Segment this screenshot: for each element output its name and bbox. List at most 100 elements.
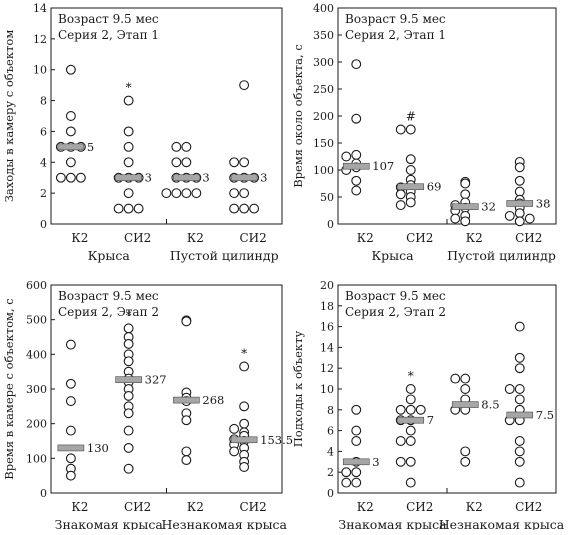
- y-tick-label: 100: [26, 452, 47, 465]
- data-point: [123, 442, 134, 453]
- data-point: [460, 384, 471, 394]
- data-point: [239, 361, 250, 372]
- data-point: [123, 188, 134, 199]
- series-СИ2-4: 3: [229, 80, 267, 214]
- significance-mark: *: [126, 81, 132, 95]
- data-point: [65, 396, 76, 407]
- data-point: [514, 477, 525, 488]
- chart-panel-3: 0 100 200 300 400 500 600 Время в камере с объе…: [2, 279, 293, 532]
- data-point: [351, 149, 362, 160]
- data-point: [405, 124, 416, 135]
- y-tick-label: 4: [327, 445, 334, 458]
- y-tick-label: 600: [26, 279, 47, 292]
- x-tick-label: К2: [71, 231, 88, 245]
- data-point: [123, 95, 134, 106]
- data-point: [113, 203, 124, 214]
- group-label: Знакомая крыса: [338, 517, 447, 530]
- data-point: [65, 111, 76, 121]
- chart-title: Возраст 9.5 мес: [345, 12, 446, 26]
- y-tick-label: 400: [313, 2, 334, 15]
- group-label: Незнакомая крыса: [439, 517, 565, 530]
- data-point: [181, 157, 192, 168]
- data-point: [181, 141, 192, 152]
- data-point: [239, 462, 250, 472]
- data-point: [239, 80, 250, 91]
- median-label: 32: [481, 200, 496, 214]
- x-tick-label: К2: [357, 231, 374, 245]
- y-axis-label: Время в камере с объектом, с: [2, 298, 16, 479]
- data-point: [239, 418, 250, 429]
- median-label: 8.5: [481, 398, 499, 412]
- series-К2-1: 3: [341, 404, 380, 488]
- group-label: Крыса: [371, 248, 414, 263]
- data-point: [65, 470, 76, 481]
- data-point: [229, 188, 240, 199]
- data-point: [351, 113, 362, 124]
- data-point: [123, 463, 134, 474]
- data-point: [171, 157, 182, 168]
- x-tick-label: СИ2: [239, 500, 266, 514]
- data-point: [65, 172, 76, 183]
- median-bar: [115, 376, 142, 383]
- median-bar: [506, 200, 534, 207]
- data-point: [351, 59, 362, 70]
- data-point: [514, 394, 525, 405]
- median-bar: [506, 411, 534, 419]
- data-point: [123, 356, 134, 367]
- data-point: [351, 404, 362, 415]
- data-point: [123, 323, 134, 334]
- chart-panel-4: 0 2 4 6 8 10 12 14 16 18 20 Подходы к объекту Возрас…: [291, 279, 565, 532]
- y-tick-label: 10: [33, 64, 47, 77]
- data-point: [351, 467, 362, 478]
- group-label: Пустой цилиндр: [170, 248, 279, 263]
- y-tick-label: 2: [40, 187, 47, 200]
- group-label: Незнакомая крыса: [162, 517, 288, 530]
- data-point: [395, 189, 406, 200]
- chart-subtitle: Серия 2, Этап 1: [58, 28, 159, 42]
- data-point: [65, 453, 76, 464]
- data-point: [514, 162, 525, 173]
- median-label: 7: [427, 413, 434, 427]
- significance-mark: *: [241, 346, 247, 360]
- series-К2-1: 107: [341, 59, 394, 196]
- x-tick-label: СИ2: [124, 500, 151, 514]
- y-tick-label: 10: [320, 383, 334, 396]
- data-point: [341, 467, 352, 478]
- median-bar: [173, 396, 200, 404]
- y-tick-label: 8: [327, 404, 334, 417]
- data-point: [351, 175, 362, 186]
- data-point: [65, 157, 76, 168]
- median-bar: [342, 458, 370, 466]
- data-point: [123, 126, 134, 137]
- data-point: [171, 141, 182, 152]
- x-tick-label: СИ2: [515, 500, 542, 514]
- y-tick-label: 4: [40, 156, 47, 169]
- series-СИ2-4: 38: [504, 156, 550, 227]
- series-К2-3: 3: [161, 141, 210, 199]
- data-point: [395, 404, 406, 415]
- y-tick-label: 50: [320, 191, 334, 204]
- data-point: [239, 401, 250, 412]
- data-point: [405, 456, 416, 467]
- data-point: [239, 188, 250, 199]
- median-label: 327: [145, 373, 167, 387]
- group-label: Знакомая крыса: [55, 517, 164, 530]
- data-point: [123, 203, 134, 214]
- data-point: [123, 141, 134, 152]
- series-К2-3: 8.5: [450, 373, 500, 467]
- median-bar: [57, 143, 85, 151]
- data-point: [514, 456, 525, 467]
- y-tick-label: 0: [40, 487, 47, 500]
- data-point: [171, 188, 182, 199]
- data-point: [514, 186, 525, 197]
- data-point: [181, 415, 192, 426]
- data-point: [450, 213, 461, 224]
- data-point: [450, 373, 461, 384]
- y-tick-label: 100: [313, 164, 334, 177]
- y-tick-label: 8: [40, 95, 47, 108]
- data-point: [181, 455, 192, 466]
- median-label: 5: [87, 140, 94, 154]
- chart-subtitle: Серия 2, Этап 2: [345, 305, 446, 319]
- data-point: [65, 64, 76, 75]
- data-point: [123, 157, 134, 168]
